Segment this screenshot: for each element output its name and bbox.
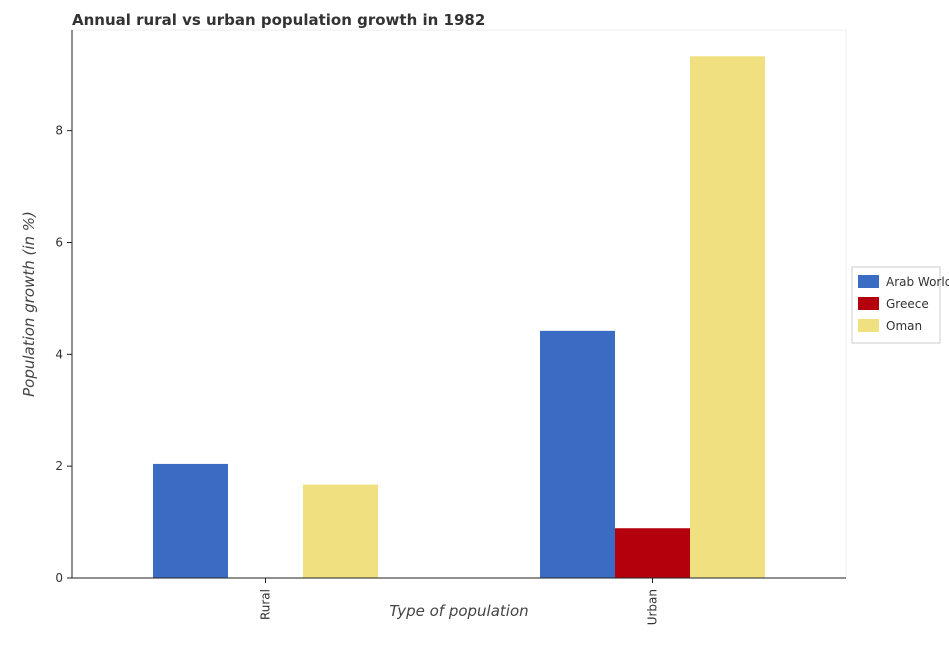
bar-greece-urban: [615, 528, 690, 578]
legend-label: Oman: [886, 319, 922, 333]
x-tick-label: Rural: [259, 589, 273, 620]
bar-oman-urban: [690, 56, 765, 579]
legend-label: Arab World: [886, 275, 949, 289]
y-axis: 0 2 4 6 8: [55, 30, 73, 585]
legend-swatch: [858, 319, 879, 332]
x-tick-label: Urban: [646, 589, 660, 625]
legend-label: Greece: [886, 297, 929, 311]
bar-arab-world-rural: [153, 463, 228, 578]
y-tick-label: 4: [55, 347, 63, 361]
bars-layer: [153, 56, 765, 579]
x-axis: Rural Urban: [72, 577, 846, 625]
legend-swatch: [858, 275, 879, 288]
bar-arab-world-urban: [540, 330, 615, 578]
x-axis-label: Type of population: [389, 602, 528, 620]
y-axis-label: Population growth (in %): [20, 211, 38, 397]
bar-oman-rural: [303, 484, 378, 578]
y-tick-label: 0: [55, 571, 63, 585]
y-tick-label: 8: [55, 124, 63, 138]
y-tick-label: 6: [55, 235, 63, 249]
legend: Arab World Greece Oman: [851, 266, 949, 344]
chart-title: Annual rural vs urban population growth …: [72, 11, 485, 29]
legend-swatch: [858, 297, 879, 310]
y-tick-label: 2: [55, 459, 63, 473]
